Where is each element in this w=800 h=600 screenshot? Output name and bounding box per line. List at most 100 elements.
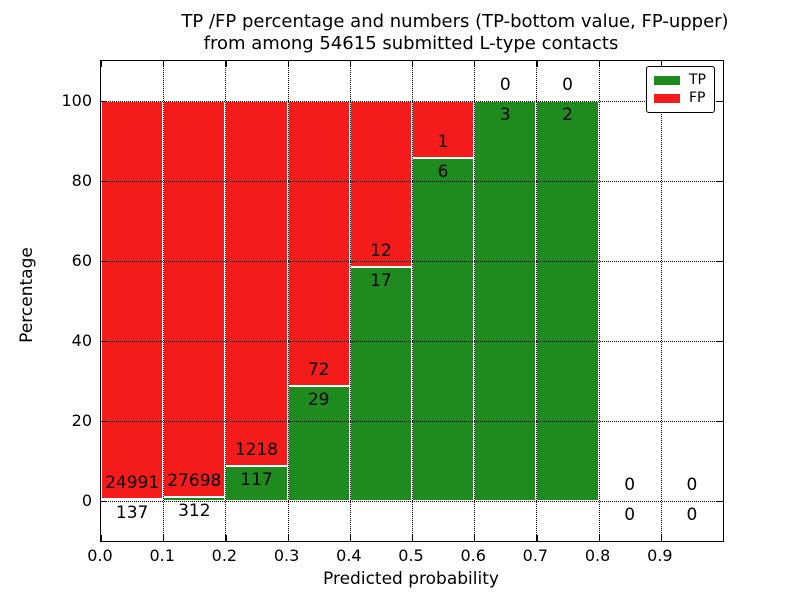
- x-tick-bottom: [163, 535, 165, 541]
- bar-segment-fp-0.3-0.4: [287, 101, 350, 387]
- gridline-x-0.7: [536, 61, 538, 541]
- gridline-x-0.1: [163, 61, 165, 541]
- x-tick-bottom: [474, 535, 476, 541]
- legend-item-tp: TP: [654, 72, 714, 88]
- gridline-x-0.3: [287, 61, 289, 541]
- tp-count-label-0.5-0.6: 6: [437, 162, 449, 183]
- y-tick-label-20: 20: [71, 411, 92, 430]
- x-tick-label-0.7: 0.7: [522, 546, 549, 565]
- tp-count-label-0.9-1.0: 0: [686, 505, 698, 525]
- y-tick-right: [717, 101, 723, 103]
- fp-count-label-0.1-0.2: 27698: [167, 470, 222, 491]
- y-tick-label-80: 80: [71, 171, 92, 190]
- fp-count-label-0.0-0.1: 24991: [105, 472, 160, 493]
- fp-count-label-0.6-0.7: 0: [499, 75, 511, 95]
- x-tick-bottom: [412, 535, 414, 541]
- x-tick-label-0.8: 0.8: [584, 546, 611, 565]
- gridline-x-0.5: [412, 61, 413, 541]
- x-tick-top: [163, 61, 165, 67]
- gridline-x-0.6: [474, 61, 476, 541]
- fp-count-label-0.8-0.9: 0: [624, 475, 636, 495]
- y-tick-label-60: 60: [71, 251, 92, 270]
- y-axis-label: Percentage: [17, 247, 37, 343]
- bar-segment-tp-0.3-0.4: [287, 386, 350, 501]
- bar-segment-tp-0.4-0.5: [349, 266, 412, 501]
- x-tick-top: [287, 61, 289, 67]
- y-tick-right: [717, 181, 723, 183]
- legend: TP FP: [646, 66, 715, 113]
- x-tick-label-0.1: 0.1: [149, 546, 175, 565]
- y-tick-label-40: 40: [71, 331, 92, 350]
- bar-segment-fp-0.2-0.3: [225, 101, 288, 466]
- bar-segment-tp-0.5-0.6: [412, 158, 475, 501]
- x-tick-top: [101, 61, 103, 67]
- y-tick-left: [101, 181, 107, 183]
- tp-count-label-0.2-0.3: 117: [240, 469, 273, 490]
- plot-area: TP FP 24991 137 27698 312 1218 117 72 29 12 17 1 6 0…: [100, 60, 724, 542]
- bar-segment-tp-0.0-0.1: [101, 498, 164, 501]
- x-tick-label-0.5: 0.5: [398, 546, 424, 565]
- fp-count-label-0.7-0.8: 0: [562, 75, 573, 95]
- x-tick-top: [598, 61, 600, 67]
- fp-count-label-0.3-0.4: 72: [307, 360, 330, 381]
- bar-segment-tp-0.2-0.3: [225, 465, 288, 501]
- fp-count-label-0.9-1.0: 0: [686, 475, 698, 495]
- bar-segment-tp-0.7-0.8: [536, 101, 599, 501]
- tp-count-label-0.0-0.1: 137: [115, 502, 149, 523]
- x-tick-bottom: [225, 535, 227, 541]
- y-tick-right: [717, 501, 723, 503]
- chart-title-line1: TP /FP percentage and numbers (TP-bottom…: [181, 11, 729, 32]
- fp-count-label-0.2-0.3: 1218: [234, 439, 279, 460]
- tp-count-label-0.6-0.7: 3: [499, 105, 511, 125]
- x-tick-label-0.4: 0.4: [336, 546, 362, 565]
- gridline-x-0.2: [225, 61, 227, 541]
- x-tick-bottom: [598, 535, 600, 541]
- x-tick-label-0.2: 0.2: [211, 546, 238, 565]
- x-tick-top: [412, 61, 414, 67]
- tp-count-label-0.7-0.8: 2: [562, 105, 573, 125]
- x-axis-label: Predicted probability: [323, 569, 499, 589]
- y-tick-left: [101, 261, 107, 263]
- tp-color-swatch: [654, 75, 680, 85]
- x-tick-label-0.0: 0.0: [87, 546, 113, 565]
- legend-item-fp: FP: [654, 91, 714, 106]
- x-tick-top: [225, 61, 227, 67]
- y-tick-right: [717, 341, 723, 343]
- x-tick-top: [536, 61, 538, 67]
- gridline-x-0.4: [349, 61, 351, 541]
- fp-count-label-0.4-0.5: 12: [370, 240, 392, 261]
- x-tick-bottom: [101, 535, 103, 541]
- bar-segment-tp-0.6-0.7: [474, 101, 537, 501]
- y-tick-right: [717, 421, 723, 423]
- bar-segment-fp-0.4-0.5: [349, 101, 412, 267]
- y-tick-left: [101, 341, 107, 343]
- gridline-x-0.9: [660, 61, 662, 541]
- gridline-x-0.8: [598, 61, 600, 541]
- y-tick-label-100: 100: [61, 91, 92, 110]
- y-tick-right: [717, 261, 723, 263]
- y-tick-left: [101, 101, 107, 103]
- y-tick-left: [101, 421, 107, 423]
- tp-count-label-0.1-0.2: 312: [178, 500, 211, 521]
- x-tick-bottom: [287, 535, 289, 541]
- x-tick-bottom: [536, 535, 538, 541]
- fp-color-swatch: [654, 94, 680, 104]
- x-tick-label-0.3: 0.3: [273, 546, 300, 565]
- x-tick-top: [660, 61, 663, 67]
- x-tick-bottom: [349, 535, 352, 541]
- fp-count-label-0.5-0.6: 1: [437, 132, 449, 153]
- fp-legend-label: FP: [689, 90, 706, 107]
- y-tick-label-0: 0: [81, 491, 92, 510]
- y-tick-left: [101, 501, 107, 503]
- x-tick-top: [349, 61, 352, 67]
- tp-count-label-0.8-0.9: 0: [624, 505, 636, 525]
- x-tick-top: [474, 61, 476, 67]
- bar-segment-fp-0.1-0.2: [163, 101, 226, 497]
- bar-segment-fp-0.0-0.1: [101, 101, 164, 499]
- x-tick-label-0.6: 0.6: [460, 546, 486, 565]
- chart-title-line2: from among 54615 submitted L-type contac…: [203, 33, 619, 54]
- tp-count-label-0.3-0.4: 29: [307, 390, 330, 411]
- x-tick-label-0.9: 0.9: [647, 546, 673, 565]
- tp-count-label-0.4-0.5: 17: [370, 270, 392, 291]
